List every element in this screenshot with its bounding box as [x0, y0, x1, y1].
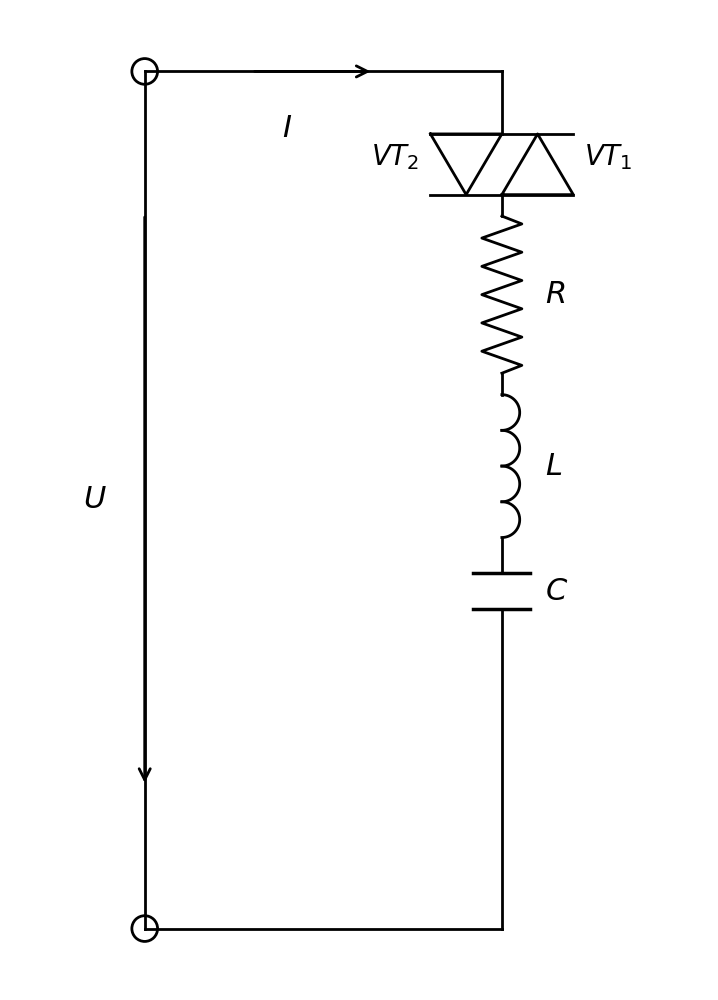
- Text: $VT_2$: $VT_2$: [371, 142, 420, 172]
- Text: $U$: $U$: [83, 486, 106, 514]
- Text: $R$: $R$: [545, 280, 565, 309]
- Text: $C$: $C$: [545, 577, 568, 606]
- Text: $VT_1$: $VT_1$: [584, 142, 633, 172]
- Text: $I$: $I$: [282, 114, 293, 143]
- Text: $L$: $L$: [545, 452, 562, 481]
